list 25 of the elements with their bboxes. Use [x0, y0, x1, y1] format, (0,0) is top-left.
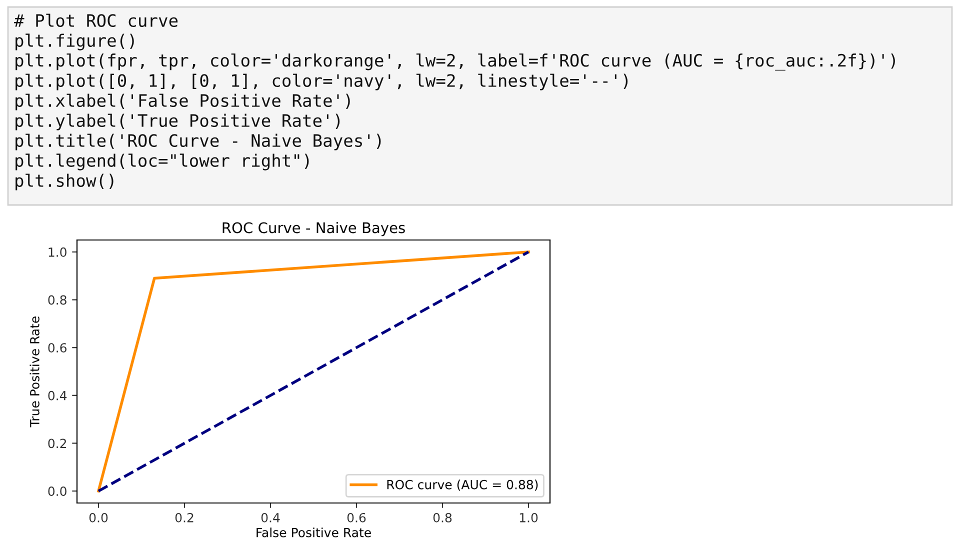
y-tick-label: 0.6: [48, 343, 66, 353]
text: plt.plot([0, 1], [0, 1], color='navy', lw=2, linestyle='--'): [16, 74, 628, 90]
x-tick-label: 1.0: [520, 512, 538, 522]
y-tick-label: 0.2: [48, 438, 66, 448]
text: plt.xlabel('False Positive Rate'): [16, 94, 350, 110]
y-tick-label: 1.0: [48, 247, 66, 257]
text: # Plot ROC curve: [14, 14, 178, 27]
y-tick-label: 0.4: [48, 390, 67, 400]
x-axis-title: False Positive Rate: [256, 528, 371, 538]
text: plt.title('ROC Curve - Naive Bayes'): [16, 134, 381, 150]
x-tick-label: 0.2: [175, 512, 194, 522]
text: plt.legend(loc="lower right"): [16, 154, 309, 170]
y-tick-label: 0.0: [48, 486, 66, 496]
x-tick-label: 0.6: [347, 512, 366, 522]
text: plt.ylabel('True Positive Rate'): [16, 114, 340, 130]
legend-label: ROC curve (AUC = 0.88): [387, 480, 538, 491]
text: plt.plot(fpr, tpr, color='darkorange', lw=2, label=f'ROC curve (AUC = {roc_auc:.2f})'): [16, 53, 895, 71]
text: plt.figure(): [16, 34, 134, 50]
x-tick-label: 0.0: [89, 512, 108, 522]
y-tick-label: 0.8: [48, 295, 66, 305]
text: plt.show(): [16, 174, 114, 190]
x-tick-label: 0.8: [433, 512, 452, 522]
chart-title: ROC Curve - Naive Bayes: [222, 222, 405, 236]
x-tick-label: 0.4: [261, 512, 280, 522]
y-axis-title: True Positive Rate: [30, 316, 40, 428]
